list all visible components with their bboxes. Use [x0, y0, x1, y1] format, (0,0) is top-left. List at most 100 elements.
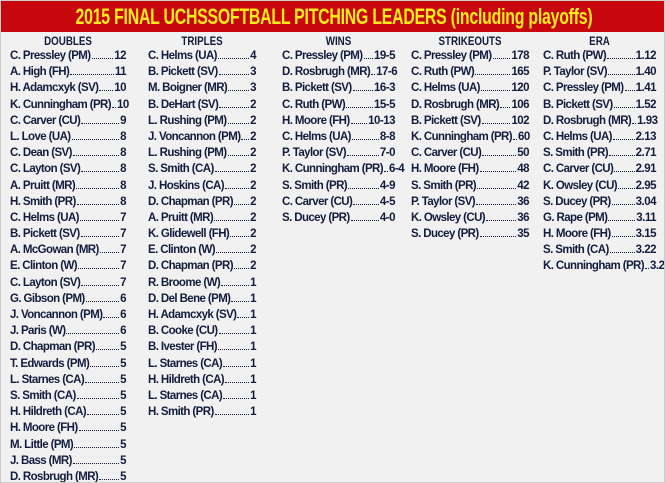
player-name: S. Smith (PR) [543, 147, 609, 160]
player-name: B. Pickett (SV) [282, 82, 352, 95]
column-header: ERA [589, 36, 610, 48]
stat-value: 1 [250, 406, 256, 419]
stat-value: 7 [120, 211, 126, 224]
stat-value: 8 [120, 163, 126, 176]
player-name: S. Smith (CA) [148, 163, 214, 176]
dot-leader [645, 268, 649, 270]
leader-row: B. Cooke (CU) 1 [148, 325, 256, 341]
player-name: C. Carver (CU) [10, 114, 81, 127]
dot-leader [81, 284, 120, 286]
stat-value: 1 [250, 341, 256, 354]
stat-value: 5 [120, 389, 126, 402]
stat-value: 10 [114, 82, 126, 95]
leader-row: S. Smith (CA) 5 [10, 390, 126, 406]
stat-value: 1.40 [635, 66, 657, 79]
leader-row: S. Ducey (PR) 35 [411, 228, 529, 244]
dot-leader [227, 155, 250, 157]
dot-leader [227, 122, 250, 124]
dot-leader [70, 74, 114, 76]
player-name: C. Helms (UA) [543, 130, 612, 143]
dot-leader [482, 155, 517, 157]
page-title: 2015 FINAL UCHSSOFTBALL PITCHING LEADERS… [75, 3, 592, 29]
stat-value: 5 [120, 357, 126, 370]
leader-row: J. Paris (W) 6 [10, 325, 126, 341]
player-name: S. Smith (CA) [543, 244, 609, 257]
dot-leader [74, 446, 120, 448]
player-name: L. Love (UA) [10, 130, 71, 143]
column-header: WINS [325, 36, 352, 48]
leader-row: C. Helms (UA) 2.13 [543, 130, 657, 147]
dot-leader [225, 381, 250, 383]
stat-value: 11 [114, 66, 127, 79]
player-name: C. Ruth (PW) [411, 66, 475, 79]
stat-value: 8 [120, 195, 126, 208]
player-name: H. Moore (FH) [411, 163, 479, 176]
column-header: STRIKEOUTS [438, 36, 502, 48]
stat-value: 36 [517, 211, 529, 224]
dot-leader [609, 252, 635, 254]
stat-value: 4-9 [379, 179, 396, 192]
dot-leader [95, 349, 120, 351]
leader-row: P. Taylor (SV) 36 [411, 196, 529, 212]
dot-leader [363, 58, 373, 59]
player-name: C. Pressley (PM) [543, 82, 624, 95]
dot-leader [81, 122, 120, 124]
stat-value: 2 [250, 260, 256, 273]
leader-row: C. Carver (CU) 2.91 [543, 163, 657, 179]
player-name: J. Voncannon (PM) [148, 130, 241, 143]
leader-row: C. Helms (UA) 120 [411, 82, 529, 98]
stat-value: 3.11 [636, 211, 656, 224]
player-name: S. Ducey (PR) [282, 211, 350, 224]
player-name: A. McGowan (MR) [10, 244, 99, 257]
dot-leader [76, 203, 120, 205]
leader-row: C. Layton (SV) 8 [10, 163, 126, 179]
dot-leader [79, 219, 120, 221]
player-name: C. Helms (UA) [148, 50, 217, 62]
leader-row: P. Taylor (SV) 7-0 [282, 147, 396, 163]
stat-value: 7 [120, 260, 126, 273]
player-name: J. Hoskins (CA) [148, 179, 225, 192]
leader-row: C. Ruth (PW) 15-5 [282, 98, 396, 115]
stat-value: 15-5 [373, 98, 396, 111]
dot-leader [612, 138, 635, 140]
stat-value: 4 [250, 50, 256, 62]
player-name: M. Boigner (MR) [148, 82, 228, 95]
stat-value: 2.91 [635, 163, 657, 176]
player-name: T. Edwards (PM) [10, 357, 90, 370]
dot-leader [221, 284, 250, 286]
stat-value: 8 [120, 179, 126, 192]
player-name: C. Helms (UA) [411, 82, 480, 95]
stat-value: 2 [250, 179, 256, 192]
dot-leader [614, 171, 635, 173]
leader-row: H. Moore (FH) 48 [411, 163, 529, 179]
player-name: K. Cunningham (PR) [10, 98, 112, 111]
stat-value: 9 [120, 114, 126, 127]
dot-leader [475, 74, 511, 76]
dot-leader [217, 58, 250, 59]
stat-value: 2.71 [635, 147, 657, 160]
dot-leader [77, 268, 120, 270]
leader-row: P. Taylor (SV) 1.40 [543, 66, 657, 82]
column-wins: WINS C. Pressley (PM) 19-5 D. Rosbrugh (MR)… [282, 34, 405, 228]
stat-value: 1 [250, 276, 256, 289]
dot-leader [384, 171, 388, 173]
player-name: L. Rushing (PM) [148, 114, 227, 127]
dot-leader [611, 203, 635, 205]
player-name: K. Owsley (CU) [543, 179, 618, 192]
leader-row: K. Owsley (CU) 2.95 [543, 179, 657, 196]
stat-value: 1 [250, 373, 256, 386]
leader-row: G. Rape (PM) 3.11 [543, 212, 656, 228]
column-strikeouts: STRIKEOUTS C. Pressley (PM) 178 C. Ruth (PW… [411, 34, 530, 244]
dot-leader [85, 381, 120, 383]
player-name: C. Pressley (PM) [282, 50, 363, 62]
dot-leader [90, 365, 120, 367]
leader-row: H. Hildreth (CA) 5 [10, 406, 126, 422]
leader-row: H. Hildreth (CA) 1 [148, 374, 256, 390]
stat-value: 2 [250, 163, 256, 176]
dot-leader [76, 187, 120, 189]
stat-value: 3.22 [635, 244, 657, 257]
stat-value: 12 [114, 50, 126, 62]
player-name: C. Helms (UA) [10, 211, 79, 224]
player-name: L. Starnes (CA) [148, 357, 223, 370]
stat-value: 6-4 [389, 163, 405, 176]
